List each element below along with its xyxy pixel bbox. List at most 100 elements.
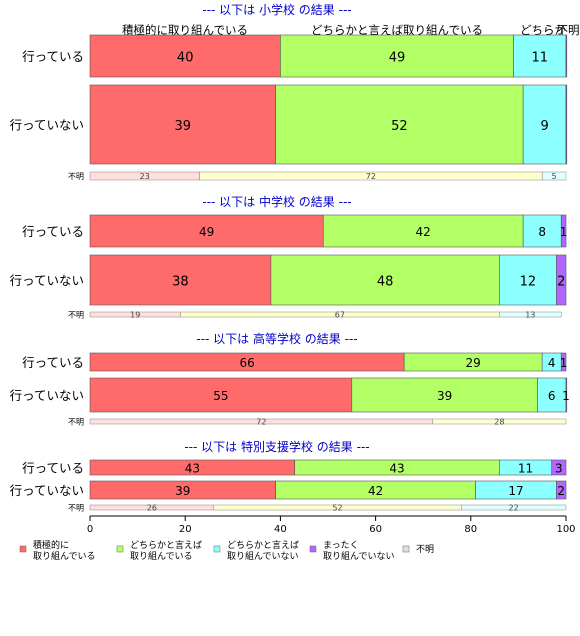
bar-segment <box>280 34 514 78</box>
data-label: 2 <box>557 484 565 498</box>
data-label: 52 <box>391 119 408 134</box>
row-label: 不明 <box>68 504 84 513</box>
data-label: 6 <box>548 389 556 403</box>
legend-swatch <box>213 545 221 553</box>
data-label: 40 <box>177 51 194 66</box>
row-label: 不明 <box>68 172 84 181</box>
data-label: 48 <box>377 275 394 290</box>
legend-label: どちらかと言えば取り組んでいる <box>130 539 202 562</box>
bar-segment <box>556 254 567 306</box>
group-title: --- 以下は 高等学校 の結果 --- <box>196 331 357 346</box>
data-label: 43 <box>185 462 200 476</box>
row-label: 行っている <box>22 461 84 476</box>
data-label: 39 <box>437 389 452 403</box>
data-label: 1 <box>560 356 568 370</box>
bar-segment <box>275 84 524 165</box>
bar-segment <box>432 418 567 425</box>
bar-segment <box>556 480 567 500</box>
data-label: 23 <box>140 172 150 181</box>
row-label: 行っている <box>22 355 84 370</box>
legend-swatch <box>309 545 317 553</box>
bar-segment <box>322 214 524 248</box>
x-tick-label: 100 <box>556 524 575 535</box>
legend-swatch <box>402 545 410 553</box>
data-label: 52 <box>332 504 342 513</box>
x-tick-label: 0 <box>87 524 93 535</box>
data-label: 3 <box>555 462 563 476</box>
group-title: --- 以下は 小学校 の結果 --- <box>202 2 351 17</box>
data-label: 22 <box>509 504 519 513</box>
data-label: 11 <box>532 51 549 66</box>
bar-segment <box>560 214 567 248</box>
row-label: 行っている <box>22 224 84 239</box>
legend-label: どちらかと言えば取り組んでいない <box>227 539 299 562</box>
data-label: 12 <box>520 275 537 290</box>
column-header: 積極的に取り組んでいる <box>122 23 248 37</box>
bar-segment <box>89 84 276 165</box>
data-label: 8 <box>538 225 546 239</box>
x-tick-label: 20 <box>179 524 192 535</box>
bar-segment <box>351 377 538 413</box>
bar-segment <box>461 504 567 511</box>
data-label: 67 <box>335 311 345 320</box>
data-label: 11 <box>518 462 533 476</box>
data-label: 72 <box>256 418 266 427</box>
bar-segment <box>565 84 568 165</box>
bar-segment <box>513 34 567 78</box>
x-tick-label: 80 <box>464 524 477 535</box>
data-label: 66 <box>239 356 254 370</box>
data-label: 42 <box>368 484 383 498</box>
data-label: 1 <box>560 225 568 239</box>
data-label: 43 <box>389 462 404 476</box>
x-tick-label: 60 <box>369 524 382 535</box>
data-label: 9 <box>540 119 548 134</box>
row-label: 行っていない <box>10 273 84 288</box>
legend-label: 不明 <box>416 544 434 555</box>
bar-segment <box>499 254 557 306</box>
row-label: 不明 <box>68 418 84 427</box>
data-label: 29 <box>466 356 481 370</box>
column-header: 不明 <box>557 23 580 37</box>
data-label: 13 <box>525 311 535 320</box>
group-title: --- 以下は 中学校 の結果 --- <box>202 194 351 209</box>
data-label: 26 <box>147 504 157 513</box>
bar-segment <box>541 171 567 181</box>
data-label: 39 <box>175 119 192 134</box>
data-label: 72 <box>366 172 376 181</box>
bar-segment <box>89 254 272 306</box>
bar-segment <box>560 352 567 372</box>
data-label: 1 <box>562 389 570 403</box>
row-label: 行っていない <box>10 118 84 133</box>
bar-segment <box>522 214 562 248</box>
bar-segment <box>551 459 567 476</box>
legend-swatch <box>19 545 27 553</box>
data-label: 5 <box>552 172 557 181</box>
bar-segment <box>565 377 568 413</box>
row-label: 行っている <box>22 49 84 64</box>
bar-segment <box>499 311 562 318</box>
data-label: 38 <box>172 275 189 290</box>
bar-segment <box>89 214 324 248</box>
legend-label: まったく取り組んでいない <box>323 540 395 562</box>
data-label: 19 <box>130 311 140 320</box>
column-header: どちらかと言えば取り組んでいる <box>311 23 483 37</box>
data-label: 4 <box>548 356 556 370</box>
x-tick-label: 40 <box>274 524 287 535</box>
legend-label: 積極的に取り組んでいる <box>33 539 96 562</box>
row-label: 行っていない <box>10 388 84 403</box>
data-label: 49 <box>199 225 214 239</box>
group-title: --- 以下は 特別支援学校 の結果 --- <box>184 439 369 454</box>
row-label: 行っていない <box>10 483 84 498</box>
data-label: 55 <box>213 389 228 403</box>
data-label: 28 <box>494 418 504 427</box>
data-label: 49 <box>389 51 406 66</box>
legend-swatch <box>116 545 124 553</box>
bar-segment <box>89 377 353 413</box>
data-label: 17 <box>508 484 523 498</box>
data-label: 2 <box>557 275 565 290</box>
bar-segment <box>522 84 567 165</box>
data-label: 42 <box>416 225 431 239</box>
bar-segment <box>565 34 568 78</box>
row-label: 不明 <box>68 311 84 320</box>
